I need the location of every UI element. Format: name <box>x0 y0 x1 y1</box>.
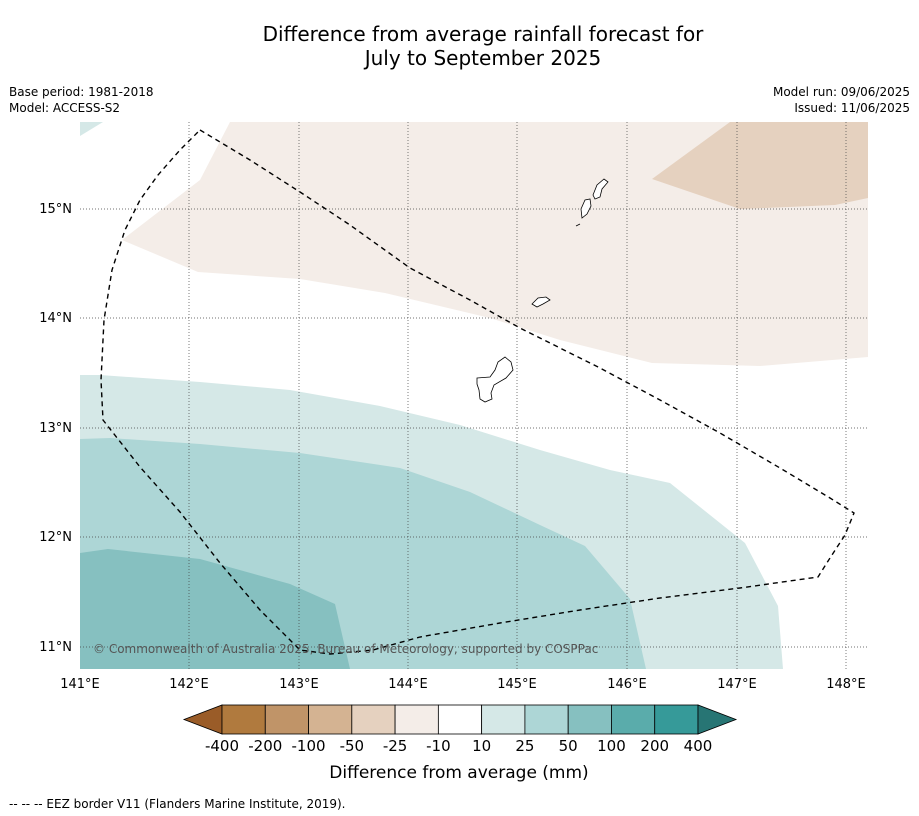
eez-border <box>100 129 855 655</box>
islands <box>476 178 609 403</box>
colorbar-tick-label: -200 <box>248 737 282 755</box>
colorbar-cell <box>351 704 396 735</box>
colorbar-cell <box>481 704 526 735</box>
colorbar-cell <box>654 704 699 735</box>
colorbar-tick-label: 100 <box>597 737 626 755</box>
lon-label-146e: 146°E <box>607 677 647 692</box>
lon-label-147e: 147°E <box>717 677 757 692</box>
colorbar-tick-label: 50 <box>559 737 578 755</box>
wet-band-50-100 <box>80 549 350 669</box>
title-line-2: July to September 2025 <box>364 46 602 70</box>
colorbar-cell <box>437 704 483 735</box>
lat-label-13n: 13°N <box>39 421 72 436</box>
base-period: Base period: 1981-2018 <box>9 85 154 99</box>
colorbar-tick-label: 10 <box>472 737 491 755</box>
island-guam <box>476 356 514 403</box>
colorbar-tick-label: 200 <box>640 737 669 755</box>
colorbar-cell <box>221 704 266 735</box>
lat-label-15n: 15°N <box>39 202 72 217</box>
island-aguijan <box>575 223 581 227</box>
colorbar-title: Difference from average (mm) <box>329 763 588 783</box>
colorbar-tick-label: -50 <box>340 737 365 755</box>
colorbar-tick-label: -25 <box>383 737 408 755</box>
colorbar-tick-label: -100 <box>292 737 326 755</box>
colorbar: -400 -200 -100 -50 -25 -10 10 25 50 100 200 400 Dif… <box>182 704 738 783</box>
model-run: Model run: 09/06/2025 <box>772 85 910 99</box>
title-line-1: Difference from average rainfall forecas… <box>262 22 704 46</box>
colorbar-cell <box>308 704 353 735</box>
colorbar-cell <box>394 704 439 735</box>
lon-label-143e: 143°E <box>279 677 319 692</box>
colorbar-tick-label: -10 <box>426 737 451 755</box>
colorbar-tick-label: 25 <box>515 737 534 755</box>
longitude-labels: 141°E 142°E 143°E 144°E 145°E 146°E 147°… <box>60 677 866 692</box>
model-name: Model: ACCESS-S2 <box>9 101 121 115</box>
colorbar-cell <box>524 704 569 735</box>
colorbar-tick-labels: -400 -200 -100 -50 -25 -10 10 25 50 100 200 400 <box>205 737 712 755</box>
island-saipan <box>592 178 609 200</box>
colorbar-cell <box>611 704 656 735</box>
colorbar-extend-low <box>182 704 223 735</box>
lat-label-14n: 14°N <box>39 311 72 326</box>
map-frame: © Commonwealth of Australia 2025, Bureau… <box>80 122 868 669</box>
issued-date: Issued: 11/06/2025 <box>794 101 910 115</box>
lon-label-141e: 141°E <box>60 677 100 692</box>
meta-right: Model run: 09/06/2025 Issued: 11/06/2025 <box>773 84 910 116</box>
meta-left: Base period: 1981-2018 Model: ACCESS-S2 <box>9 84 154 116</box>
colorbar-cells <box>182 704 738 735</box>
map-title: Difference from average rainfall forecas… <box>0 22 919 70</box>
gridlines <box>80 122 868 669</box>
lat-label-12n: 12°N <box>39 530 72 545</box>
lon-label-145e: 145°E <box>497 677 537 692</box>
dry-corner <box>80 122 103 136</box>
colorbar-cell <box>264 704 309 735</box>
lon-label-148e: 148°E <box>826 677 866 692</box>
copyright-text: © Commonwealth of Australia 2025, Bureau… <box>93 642 598 656</box>
colorbar-tick-label: 400 <box>684 737 713 755</box>
eez-legend-note: -- -- -- EEZ border V11 (Flanders Marine… <box>9 797 346 811</box>
lon-label-144e: 144°E <box>388 677 428 692</box>
island-tinian <box>580 198 592 219</box>
latitude-labels: 15°N 14°N 13°N 12°N 11°N <box>39 202 72 655</box>
colorbar-cell <box>567 704 612 735</box>
dry-band-medium <box>652 122 868 209</box>
colorbar-tick-label: -400 <box>205 737 239 755</box>
lon-label-142e: 142°E <box>169 677 209 692</box>
colorbar-extend-high <box>697 704 738 735</box>
lat-label-11n: 11°N <box>39 640 72 655</box>
island-rota <box>531 296 551 308</box>
